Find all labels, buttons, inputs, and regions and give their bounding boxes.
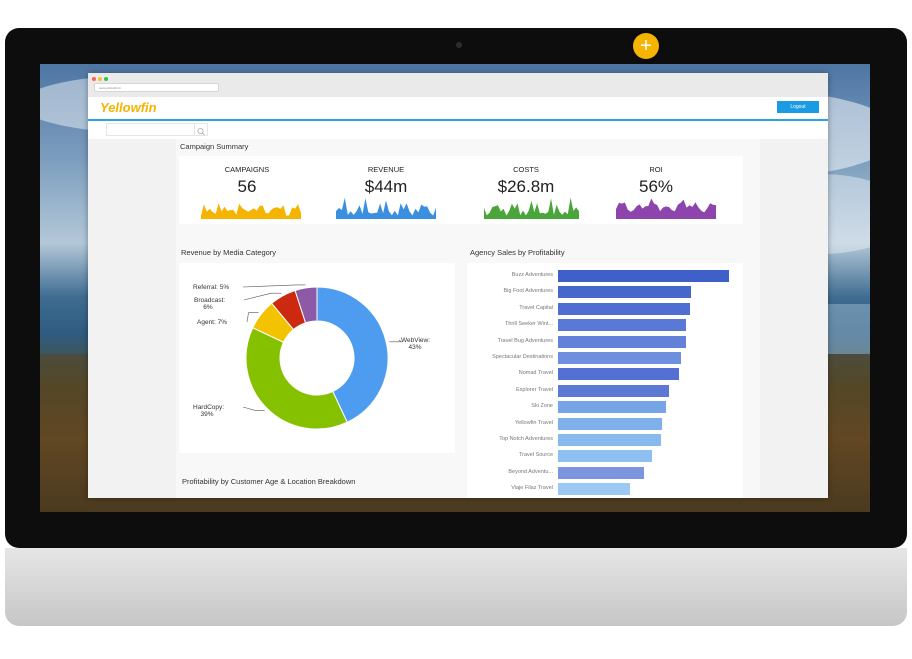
bar[interactable]: [558, 368, 680, 381]
agency-sales-title: Agency Sales by Profitability: [470, 248, 565, 257]
add-button[interactable]: +: [633, 33, 659, 59]
dashboard-content: Campaign Summary CAMPAIGNS 56 REVENUE $4…: [176, 139, 760, 498]
sparkline-area: [616, 198, 716, 219]
profitability-title: Profitability by Customer Age & Location…: [182, 477, 356, 486]
pie-label-broadcast: Broadcast:: [194, 297, 225, 304]
bar-label: Thrill Seeker Wint...: [505, 321, 553, 328]
bar-label: Spectacular Destinations: [492, 354, 553, 360]
bar-label: Travel Source: [518, 452, 553, 459]
pie-leader-line: [243, 292, 282, 301]
bar[interactable]: [558, 319, 687, 332]
bar-label: Travel Bug Adventures: [497, 337, 553, 344]
pie-slice-webview[interactable]: [316, 286, 389, 423]
kpi-value-costs: $26.8m: [497, 177, 555, 196]
maximize-dot-icon[interactable]: [104, 77, 108, 81]
bar-card: Buzz Adventures Big Foot Adventures Travel…: [467, 263, 743, 498]
yellowfin-logo[interactable]: Yellowfin: [100, 100, 157, 115]
roi-sparkline: [616, 198, 716, 219]
pie-leader-line: [242, 406, 265, 411]
costs-sparkline: [484, 197, 579, 219]
bar[interactable]: [558, 401, 666, 414]
search-button[interactable]: [194, 123, 208, 136]
kpi-value-campaigns: 56: [237, 177, 257, 196]
bar[interactable]: [558, 483, 630, 496]
sparkline-area: [336, 197, 436, 219]
pie-label-webview: WebView:: [401, 337, 430, 344]
bar-label: Ski Zone: [531, 403, 553, 410]
campaigns-sparkline: [201, 203, 301, 219]
kpi-value-roi: 56%: [638, 177, 674, 196]
pie-leader-line: [389, 339, 403, 343]
bar-label: Explorer Travel: [516, 386, 553, 393]
bar-label: Big Foot Adventures: [503, 288, 553, 295]
kpi-value-revenue: $44m: [364, 177, 408, 196]
pie-slice-hardcopy[interactable]: [245, 327, 348, 430]
search-icon: [197, 128, 205, 136]
bar-label: Nomad Travel: [518, 370, 553, 377]
monitor-stand-chin: [5, 548, 907, 626]
sparkline-area: [484, 197, 579, 219]
pie-label-agent: Agent: 7%: [197, 319, 227, 326]
bar-label: Viaje Filaz Travel: [511, 485, 553, 492]
pie-leader-line: [246, 312, 259, 323]
campaign-summary-title: Campaign Summary: [180, 142, 249, 151]
app-header: Yellowfin Logout: [88, 97, 828, 121]
bar[interactable]: [558, 466, 644, 479]
pie-slice-referral[interactable]: [294, 286, 318, 324]
kpi-label-roi: ROI: [649, 165, 663, 174]
bar[interactable]: [558, 384, 670, 397]
minimize-dot-icon[interactable]: [98, 77, 102, 81]
right-panel: [760, 139, 828, 498]
bar[interactable]: [558, 270, 729, 282]
bar-label: Top Notch Adventures: [499, 436, 553, 442]
bar[interactable]: [558, 417, 663, 430]
browser-window: www.yellowfin.bi Yellowfin Logout Campai…: [88, 73, 828, 498]
pie-label-hardcopy: HardCopy:: [193, 404, 224, 411]
search-row: [88, 121, 828, 139]
bar[interactable]: [558, 450, 653, 463]
kpi-label-revenue: REVENUE: [367, 165, 405, 174]
bar-label: Beyond Adventu...: [508, 468, 553, 475]
bar[interactable]: [558, 335, 687, 348]
kpi-label-campaigns: CAMPAIGNS: [224, 165, 270, 174]
bar[interactable]: [558, 286, 692, 299]
revenue-donut-chart: WebView:43% HardCopy:39% Agent: 7% Broadcas…: [193, 284, 430, 430]
bar[interactable]: [558, 352, 682, 364]
bar-label: Travel Capital: [519, 304, 553, 311]
pie-label-referral: Referral: 5%: [193, 284, 229, 291]
pie-card: WebView: 43% HardCopy: 39% Agent: 7% Broadcas…: [179, 263, 455, 453]
bar-label: Buzz Adventures: [511, 272, 553, 278]
pie-pct-broadcast: 6%: [203, 304, 213, 311]
bar[interactable]: [558, 434, 661, 446]
left-panel: [88, 139, 176, 498]
kpi-label-costs: COSTS: [513, 165, 539, 174]
address-bar[interactable]: www.yellowfin.bi: [94, 83, 219, 92]
bar[interactable]: [558, 302, 690, 315]
camera-icon: [456, 42, 462, 48]
browser-titlebar: www.yellowfin.bi: [88, 73, 828, 98]
revenue-by-media-title: Revenue by Media Category: [181, 248, 277, 257]
revenue-sparkline: [336, 197, 436, 219]
pie-pct-hardcopy: 39%: [200, 411, 213, 418]
pie-leader-line: [242, 284, 306, 288]
bar-label: Yellowfin Travel: [514, 419, 553, 426]
logout-button[interactable]: Logout: [777, 101, 819, 113]
sparkline-area: [201, 203, 301, 219]
pie-pct-webview: 43%: [408, 344, 421, 351]
close-dot-icon[interactable]: [92, 77, 96, 81]
search-input[interactable]: [106, 123, 196, 136]
